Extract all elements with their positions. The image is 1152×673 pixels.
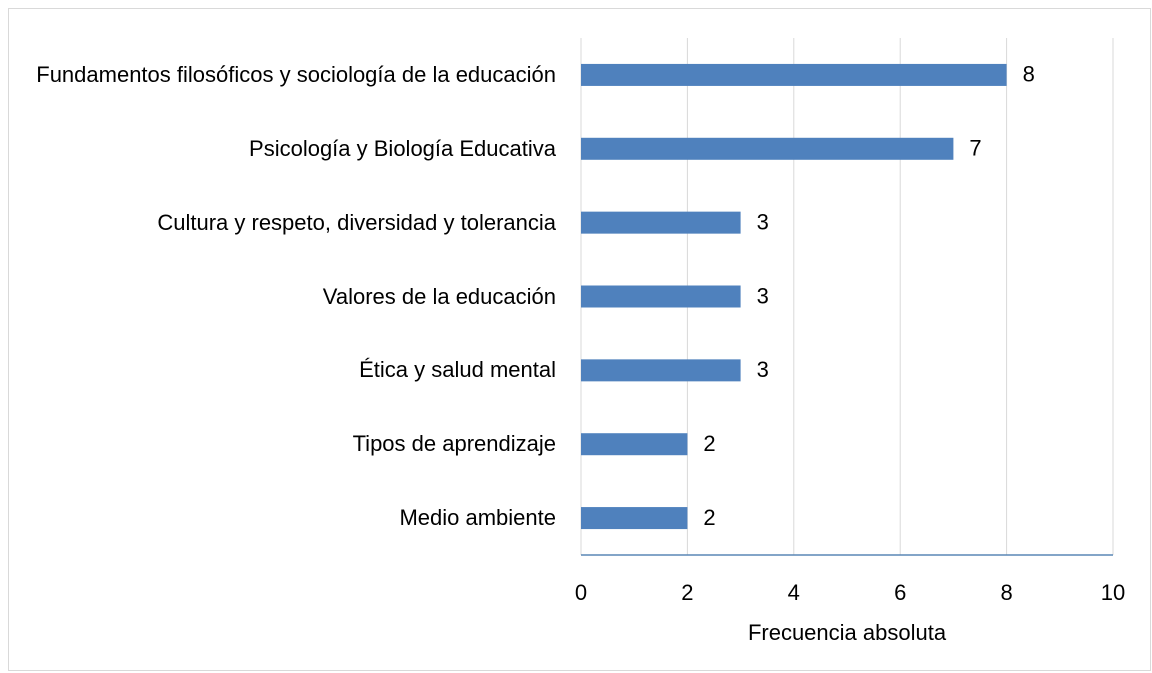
x-tick-label: 8 xyxy=(1000,580,1012,605)
bar xyxy=(581,211,741,234)
bar xyxy=(581,359,741,382)
data-label: 2 xyxy=(703,505,715,530)
chart-frame xyxy=(8,8,1151,671)
y-tick-label: Valores de la educación xyxy=(322,283,556,309)
bar xyxy=(581,137,954,160)
data-label: 3 xyxy=(757,283,769,308)
data-label: 7 xyxy=(969,136,981,161)
y-tick-label: Ética y salud mental xyxy=(359,357,556,383)
bar xyxy=(581,433,688,456)
x-tick-label: 6 xyxy=(894,580,906,605)
y-tick-label: Fundamentos filosóficos y sociología de … xyxy=(36,61,556,87)
bar xyxy=(581,507,688,530)
y-tick-label: Medio ambiente xyxy=(399,505,556,531)
bar xyxy=(581,285,741,308)
data-label: 8 xyxy=(1023,62,1035,87)
y-tick-label: Psicología y Biología Educativa xyxy=(249,135,556,161)
x-tick-label: 10 xyxy=(1101,580,1125,605)
x-tick-label: 2 xyxy=(681,580,693,605)
x-tick-label: 0 xyxy=(575,580,587,605)
bar xyxy=(581,63,1007,86)
y-tick-label: Tipos de aprendizaje xyxy=(352,431,556,457)
x-tick-label: 4 xyxy=(788,580,800,605)
data-label: 2 xyxy=(703,431,715,456)
data-label: 3 xyxy=(757,209,769,234)
data-label: 3 xyxy=(757,357,769,382)
x-axis-label: Frecuencia absoluta xyxy=(748,620,947,645)
y-tick-label: Cultura y respeto, diversidad y toleranc… xyxy=(157,209,556,235)
